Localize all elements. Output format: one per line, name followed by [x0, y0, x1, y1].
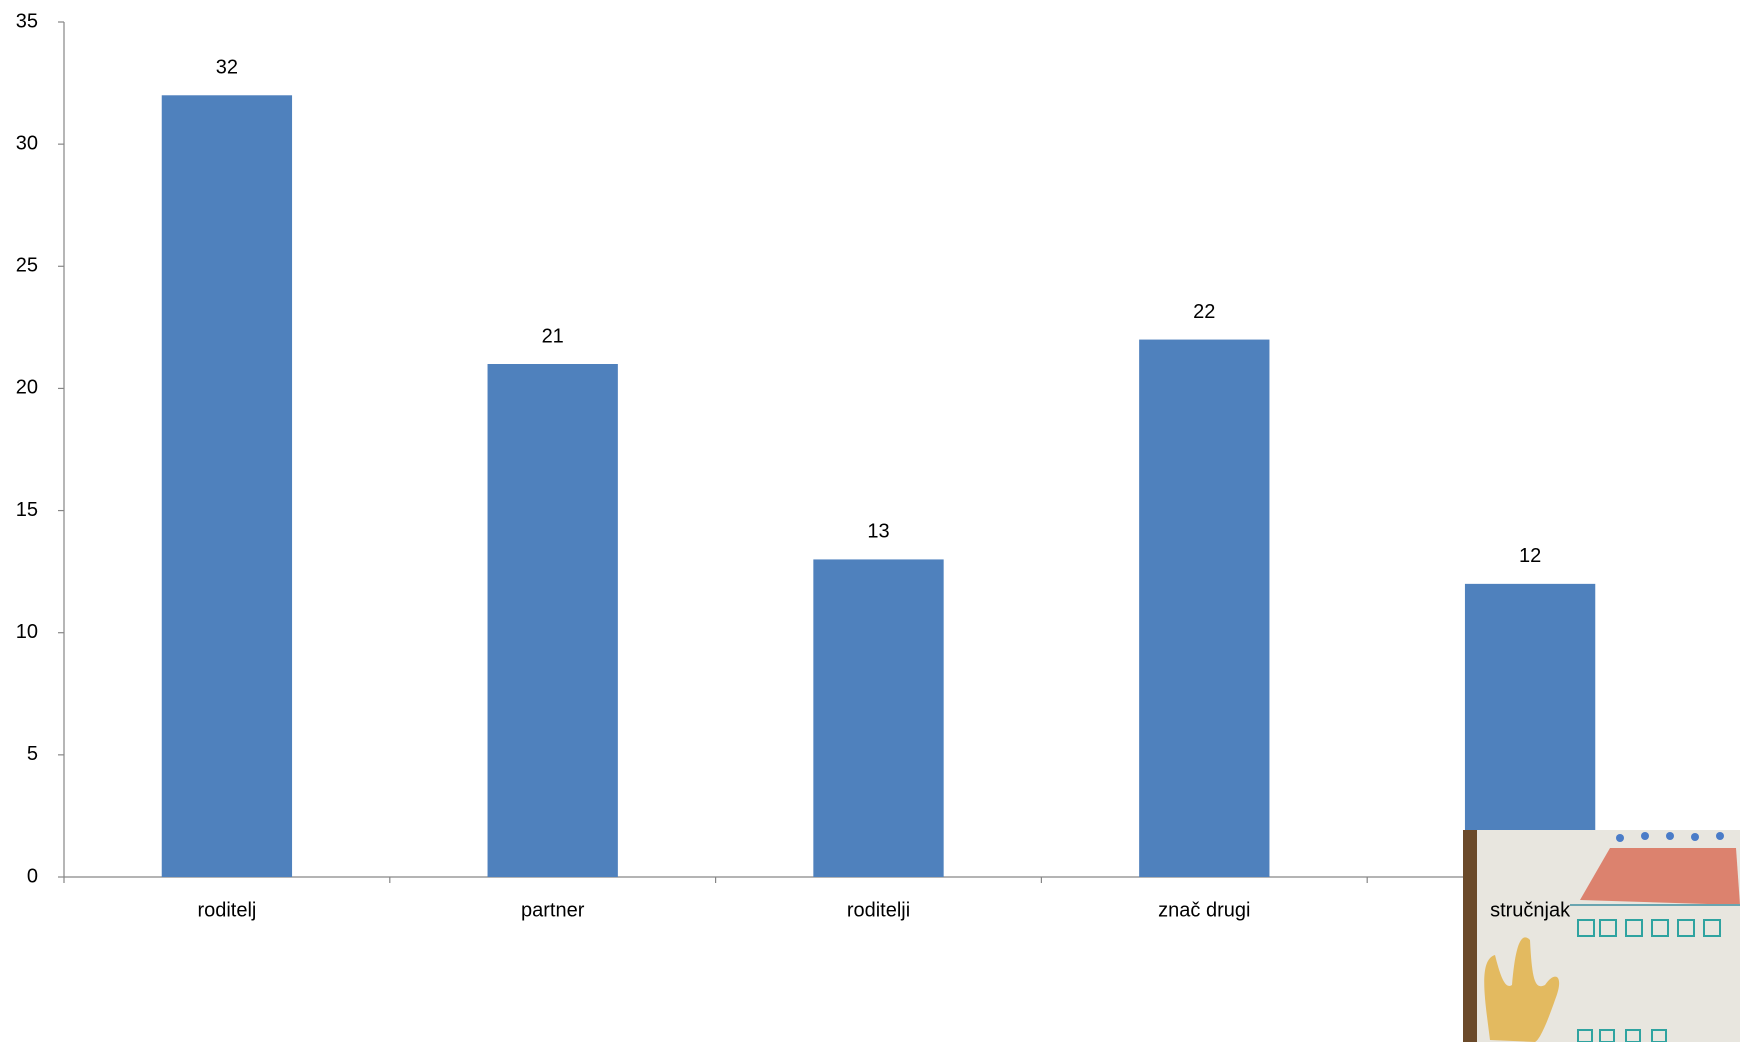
bar: [161, 95, 293, 878]
data-label: 21: [542, 325, 564, 347]
bar: [1139, 339, 1270, 878]
y-tick-label: 25: [16, 255, 38, 277]
y-tick-label: 0: [27, 865, 38, 887]
data-label: 22: [1193, 301, 1215, 323]
dots: [1616, 832, 1724, 842]
bar: [487, 364, 618, 877]
y-tick-label: 10: [16, 621, 38, 643]
bar: [1464, 583, 1596, 877]
data-label: 32: [216, 57, 238, 79]
photo-edge: [1463, 830, 1477, 1042]
bar: [813, 559, 944, 877]
x-labels: roditelj partner roditelji znač drugi stručn…: [197, 899, 1571, 921]
x-tick-label: roditelj: [197, 899, 256, 921]
y-tick-label: 35: [16, 10, 38, 32]
roof: [1580, 848, 1740, 905]
data-label: 13: [867, 521, 889, 543]
y-tick-label: 15: [16, 499, 38, 521]
y-tick-label: 20: [16, 377, 38, 399]
x-tick-label: partner: [521, 899, 585, 921]
x-tick-label: znač drugi: [1158, 899, 1250, 921]
photo-inset: [1463, 830, 1740, 1042]
x-tick-label: roditelji: [847, 899, 910, 921]
y-tick-label: 5: [27, 743, 38, 765]
windows: [1577, 919, 1721, 1042]
x-tick-label: stručnjak: [1490, 899, 1571, 921]
hand-drawing: [1484, 937, 1560, 1042]
plot-area: 0 5 10 15 20 25 30 35 32 21 13 22 12: [16, 10, 1694, 887]
y-tick-label: 30: [16, 132, 38, 154]
data-label: 12: [1519, 545, 1541, 567]
